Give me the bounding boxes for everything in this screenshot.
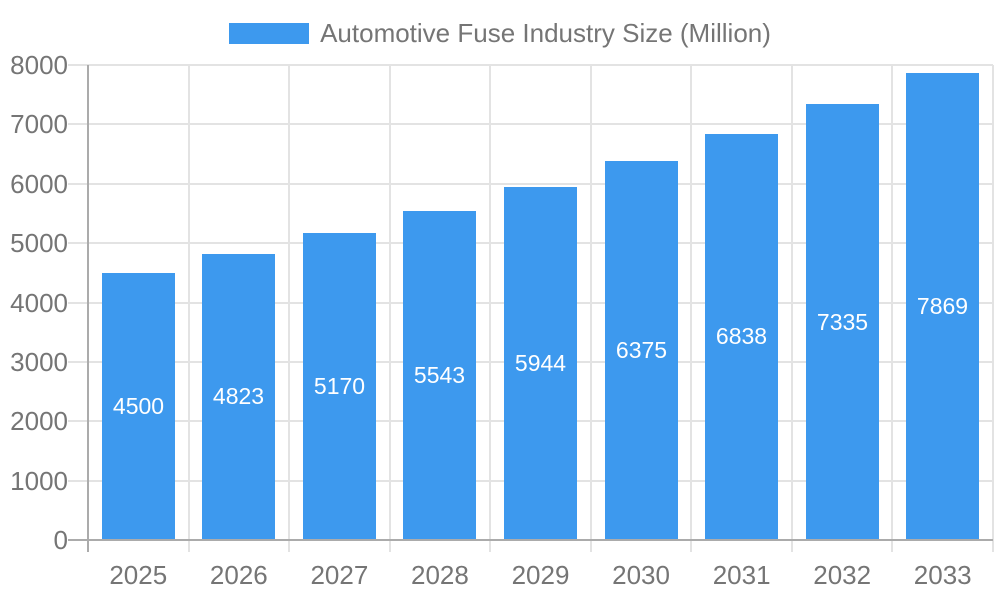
y-tick [68, 479, 88, 482]
x-tick-label: 2027 [310, 560, 369, 590]
y-tick-label: 4000 [10, 287, 68, 318]
y-tick [68, 242, 88, 245]
x-gridline [589, 65, 592, 540]
bar-value-label: 4500 [112, 392, 165, 419]
bar[interactable]: 7335 [806, 104, 879, 540]
bar-value-label: 7869 [916, 292, 969, 319]
x-gridline [489, 65, 492, 540]
x-gridline [891, 65, 894, 540]
y-tick-label: 7000 [10, 109, 68, 140]
chart-legend: Automotive Fuse Industry Size (Million) [0, 19, 1000, 47]
x-tick [891, 540, 894, 552]
x-tick [690, 540, 693, 552]
y-axis-line [87, 65, 89, 552]
y-tick-label: 3000 [10, 346, 68, 377]
bar-value-label: 5170 [313, 373, 366, 400]
x-tick-label: 2028 [411, 560, 469, 590]
x-tick [489, 540, 492, 552]
bar[interactable]: 6838 [705, 133, 778, 540]
x-gridline [992, 65, 994, 540]
y-tick [68, 360, 88, 363]
bar[interactable]: 7869 [906, 72, 979, 540]
y-tick [68, 64, 88, 66]
bar-value-label: 5944 [514, 350, 567, 377]
x-gridline [790, 65, 793, 540]
bar[interactable]: 5944 [504, 187, 577, 540]
bar-value-label: 5543 [413, 361, 466, 388]
x-tick-label: 2030 [612, 560, 670, 590]
y-gridline [88, 182, 993, 185]
x-tick [388, 540, 391, 552]
bar-value-label: 4823 [212, 383, 265, 410]
x-tick-label: 2033 [913, 560, 972, 590]
x-tick [790, 540, 793, 552]
y-gridline [88, 64, 993, 66]
y-tick [68, 123, 88, 126]
y-tick [68, 420, 88, 423]
bar-value-label: 6375 [615, 337, 668, 364]
bar-value-label: 7335 [816, 308, 869, 335]
y-tick-label: 1000 [10, 465, 68, 496]
legend-swatch [229, 22, 310, 44]
x-gridline [187, 65, 190, 540]
y-tick [68, 301, 88, 304]
y-tick-label: 5000 [10, 228, 68, 259]
x-tick [187, 540, 190, 552]
x-tick [589, 540, 592, 552]
y-tick-label: 0 [53, 525, 68, 555]
x-gridline [288, 65, 291, 540]
y-gridline [88, 123, 993, 126]
bar[interactable]: 5170 [303, 233, 376, 540]
x-gridline [690, 65, 693, 540]
y-tick-label: 6000 [10, 168, 68, 199]
bar-value-label: 6838 [715, 323, 768, 350]
legend-label: Automotive Fuse Industry Size (Million) [320, 18, 771, 48]
x-tick-label: 2026 [209, 560, 268, 590]
x-axis-line [68, 539, 993, 541]
bar[interactable]: 6375 [605, 161, 678, 540]
bar[interactable]: 4823 [202, 253, 275, 540]
bar[interactable]: 4500 [102, 272, 175, 540]
x-gridline [388, 65, 391, 540]
x-tick-label: 2025 [109, 560, 168, 590]
x-tick-label: 2031 [712, 560, 771, 590]
x-tick-label: 2029 [511, 560, 570, 590]
bar[interactable]: 5543 [403, 210, 476, 540]
y-tick [68, 182, 88, 185]
x-tick-label: 2032 [813, 560, 872, 590]
x-tick [992, 540, 994, 552]
y-tick-label: 8000 [10, 50, 68, 80]
y-tick-label: 2000 [10, 406, 68, 437]
x-tick [288, 540, 291, 552]
